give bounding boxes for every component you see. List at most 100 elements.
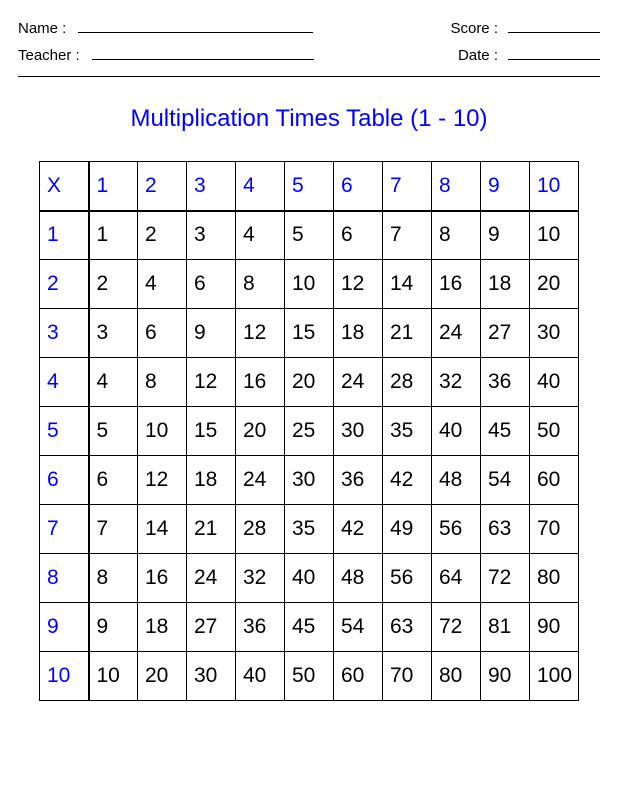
table-row-header: 8	[40, 554, 89, 603]
table-cell: 1	[89, 211, 138, 260]
date-blank-line	[508, 59, 600, 60]
table-row: 22468101214161820	[40, 260, 579, 309]
table-cell: 8	[89, 554, 138, 603]
table-cell: 40	[285, 554, 334, 603]
table-cell: 20	[530, 260, 579, 309]
table-cell: 5	[89, 407, 138, 456]
table-col-header: 2	[138, 162, 187, 211]
table-cell: 40	[236, 652, 285, 701]
table-cell: 50	[530, 407, 579, 456]
table-col-header: 6	[334, 162, 383, 211]
table-cell: 90	[530, 603, 579, 652]
table-cell: 35	[285, 505, 334, 554]
page-title: Multiplication Times Table (1 - 10)	[18, 105, 600, 133]
table-cell: 15	[187, 407, 236, 456]
score-blank-line	[508, 32, 600, 33]
table-row-header: 5	[40, 407, 89, 456]
name-blank-line	[78, 32, 313, 33]
table-cell: 10	[285, 260, 334, 309]
teacher-blank-line	[92, 59, 314, 60]
table-cell: 28	[236, 505, 285, 554]
table-cell: 100	[530, 652, 579, 701]
date-label: Date :	[458, 47, 498, 64]
table-cell: 3	[89, 309, 138, 358]
table-cell: 12	[334, 260, 383, 309]
table-row-header: 3	[40, 309, 89, 358]
table-col-header: 9	[481, 162, 530, 211]
table-cell: 24	[236, 456, 285, 505]
table-cell: 90	[481, 652, 530, 701]
table-cell: 12	[236, 309, 285, 358]
table-cell: 9	[481, 211, 530, 260]
table-cell: 72	[481, 554, 530, 603]
table-cell: 25	[285, 407, 334, 456]
table-cell: 80	[530, 554, 579, 603]
table-cell: 60	[530, 456, 579, 505]
table-cell: 56	[432, 505, 481, 554]
table-cell: 10	[89, 652, 138, 701]
table-cell: 20	[138, 652, 187, 701]
table-cell: 63	[383, 603, 432, 652]
table-cell: 20	[285, 358, 334, 407]
table-cell: 8	[138, 358, 187, 407]
table-row-header: 10	[40, 652, 89, 701]
header-divider	[18, 76, 600, 77]
table-cell: 6	[138, 309, 187, 358]
name-label: Name :	[18, 20, 66, 37]
table-cell: 18	[138, 603, 187, 652]
table-row-header: 4	[40, 358, 89, 407]
table-cell: 32	[432, 358, 481, 407]
score-field-group: Score :	[450, 20, 600, 37]
table-row: 77142128354249566370	[40, 505, 579, 554]
table-cell: 10	[530, 211, 579, 260]
table-cell: 21	[383, 309, 432, 358]
table-row-header: 2	[40, 260, 89, 309]
teacher-field-group: Teacher :	[18, 47, 314, 64]
table-cell: 2	[89, 260, 138, 309]
table-cell: 24	[432, 309, 481, 358]
table-cell: 14	[138, 505, 187, 554]
table-cell: 45	[481, 407, 530, 456]
field-row-1: Name : Score :	[18, 20, 600, 37]
teacher-label: Teacher :	[18, 47, 80, 64]
table-header-row: X12345678910	[40, 162, 579, 211]
table-cell: 48	[432, 456, 481, 505]
table-cell: 15	[285, 309, 334, 358]
table-cell: 36	[481, 358, 530, 407]
table-cell: 81	[481, 603, 530, 652]
table-cell: 6	[187, 260, 236, 309]
table-cell: 72	[432, 603, 481, 652]
table-cell: 2	[138, 211, 187, 260]
table-cell: 7	[89, 505, 138, 554]
field-row-2: Teacher : Date :	[18, 47, 600, 64]
table-cell: 16	[432, 260, 481, 309]
table-cell: 42	[383, 456, 432, 505]
table-cell: 27	[481, 309, 530, 358]
table-cell: 5	[285, 211, 334, 260]
table-cell: 8	[236, 260, 285, 309]
table-cell: 4	[89, 358, 138, 407]
name-field-group: Name :	[18, 20, 313, 37]
header-fields: Name : Score : Teacher : Date :	[18, 20, 600, 64]
table-cell: 54	[334, 603, 383, 652]
table-row: 66121824303642485460	[40, 456, 579, 505]
table-col-header: 8	[432, 162, 481, 211]
table-cell: 16	[236, 358, 285, 407]
table-cell: 27	[187, 603, 236, 652]
table-cell: 48	[334, 554, 383, 603]
table-cell: 40	[432, 407, 481, 456]
table-col-header: 1	[89, 162, 138, 211]
table-cell: 4	[236, 211, 285, 260]
table-cell: 18	[187, 456, 236, 505]
table-cell: 54	[481, 456, 530, 505]
table-cell: 49	[383, 505, 432, 554]
table-cell: 4	[138, 260, 187, 309]
table-row-header: 1	[40, 211, 89, 260]
table-col-header: 7	[383, 162, 432, 211]
table-cell: 80	[432, 652, 481, 701]
table-cell: 70	[530, 505, 579, 554]
table-cell: 8	[432, 211, 481, 260]
table-col-header: 10	[530, 162, 579, 211]
table-row: 55101520253035404550	[40, 407, 579, 456]
table-row-header: 9	[40, 603, 89, 652]
